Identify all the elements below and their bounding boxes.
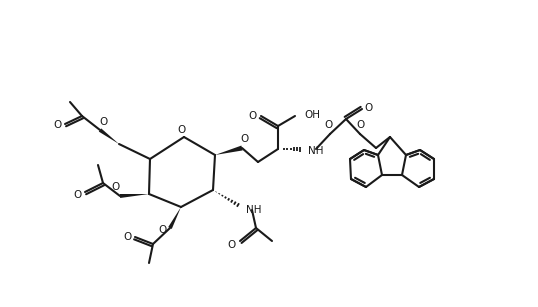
Text: NH: NH bbox=[308, 146, 323, 156]
Polygon shape bbox=[120, 194, 149, 198]
Text: O: O bbox=[357, 120, 365, 130]
Text: O: O bbox=[228, 240, 236, 250]
Text: O: O bbox=[325, 120, 333, 130]
Text: O: O bbox=[249, 111, 257, 121]
Text: O: O bbox=[99, 117, 107, 127]
Polygon shape bbox=[168, 207, 181, 229]
Text: O: O bbox=[112, 182, 120, 192]
Text: O: O bbox=[73, 190, 81, 200]
Text: O: O bbox=[365, 103, 373, 113]
Text: O: O bbox=[159, 225, 167, 235]
Polygon shape bbox=[99, 128, 119, 144]
Text: OH: OH bbox=[304, 110, 320, 120]
Text: NH: NH bbox=[246, 205, 261, 215]
Text: O: O bbox=[123, 232, 131, 242]
Text: O: O bbox=[178, 125, 186, 135]
Polygon shape bbox=[215, 146, 243, 155]
Text: O: O bbox=[241, 134, 249, 144]
Text: O: O bbox=[53, 120, 61, 130]
